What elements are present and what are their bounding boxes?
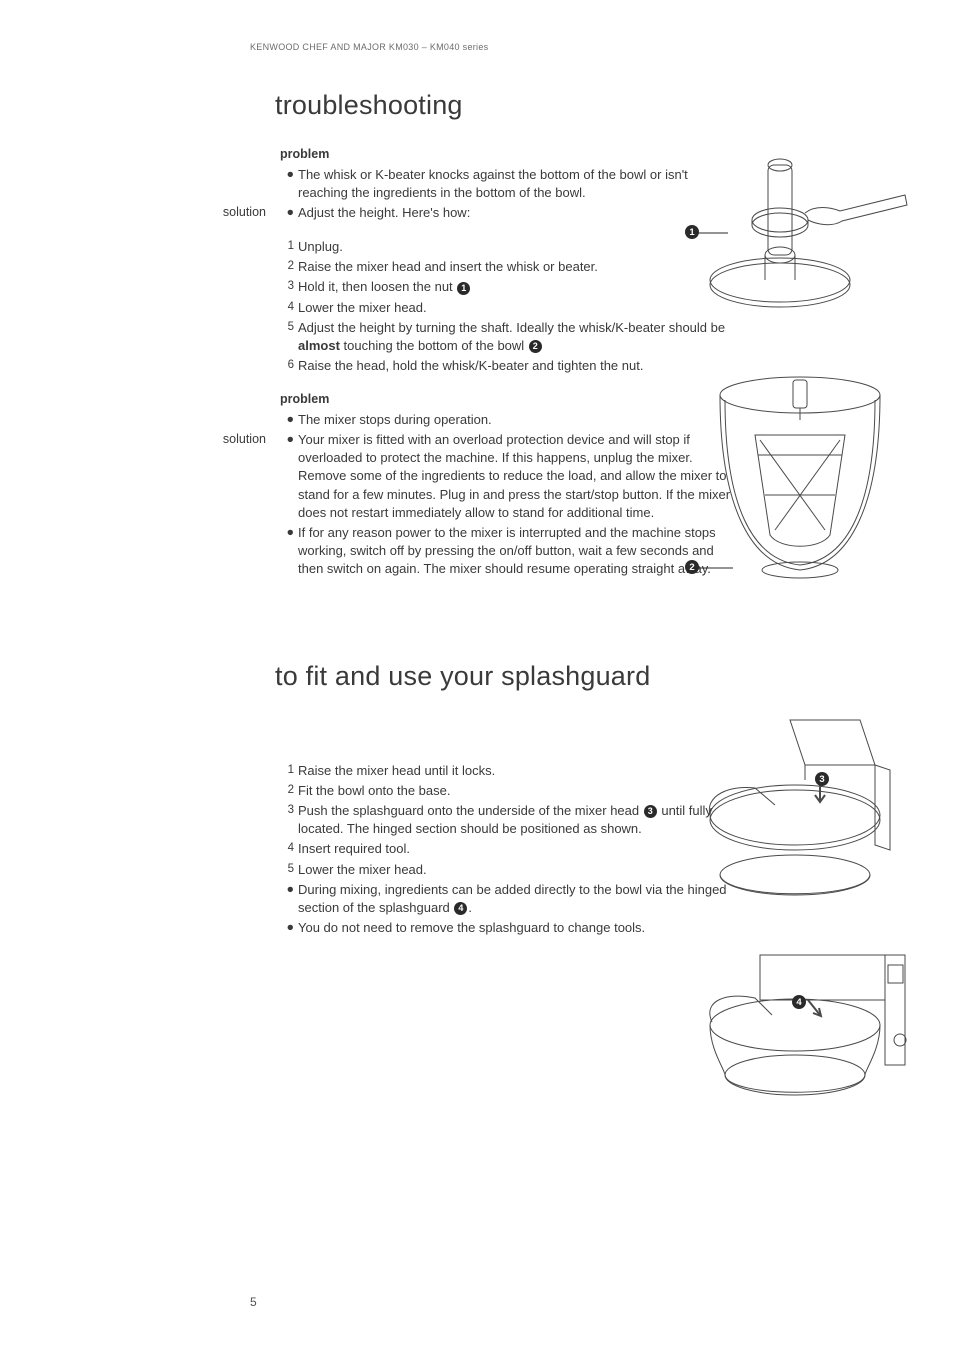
figure-illustration: [700, 365, 910, 585]
callout-icon: 3: [644, 805, 657, 818]
step: 1Unplug.: [280, 238, 740, 256]
bullet-icon: ●: [280, 431, 294, 449]
bullet-icon: ●: [280, 411, 294, 429]
figure-1-nut: 1: [700, 125, 910, 325]
note: ●You do not need to remove the splashgua…: [280, 919, 740, 937]
page-number: 5: [250, 1295, 257, 1309]
figure-callout: 2: [685, 560, 699, 574]
solution-text: ● Your mixer is fitted with an overload …: [280, 431, 740, 522]
callout-icon: 4: [454, 902, 467, 915]
problem-heading: problem: [280, 146, 740, 164]
step: 3Push the splashguard onto the underside…: [280, 802, 740, 838]
step: 2Fit the bowl onto the base.: [280, 782, 740, 800]
problem-heading: problem: [280, 391, 740, 409]
step: 5Adjust the height by turning the shaft.…: [280, 319, 740, 355]
step: 5Lower the mixer head.: [280, 861, 740, 879]
leader-line-icon: [698, 564, 733, 572]
figure-3-splashguard-fit: 3: [700, 710, 910, 910]
figure-illustration: [700, 710, 910, 910]
figure-callout: 1: [685, 225, 699, 239]
bullet-icon: ●: [280, 204, 294, 222]
bullet-icon: ●: [280, 166, 294, 184]
figure-illustration: [700, 125, 910, 325]
figure-illustration: [700, 940, 910, 1120]
step: 4Lower the mixer head.: [280, 299, 740, 317]
section-title-troubleshooting: troubleshooting: [275, 90, 904, 121]
leader-line-icon: [698, 229, 728, 237]
step: 1Raise the mixer head until it locks.: [280, 762, 740, 780]
solution-intro: ● Adjust the height. Here's how:: [280, 204, 740, 222]
bullet-icon: ●: [280, 524, 294, 542]
bullet-icon: ●: [280, 881, 294, 899]
step: 2Raise the mixer head and insert the whi…: [280, 258, 740, 276]
solution-text: ● If for any reason power to the mixer i…: [280, 524, 740, 579]
problem-text: ● The mixer stops during operation.: [280, 411, 740, 429]
note: ●During mixing, ingredients can be added…: [280, 881, 740, 917]
step: 6Raise the head, hold the whisk/K-beater…: [280, 357, 740, 375]
figure-2-bowl: 2: [700, 365, 910, 585]
section-title-splashguard: to fit and use your splashguard: [275, 661, 904, 692]
figure-4-splashguard-use: 4: [700, 940, 910, 1120]
figure-callout: 4: [792, 995, 806, 1009]
running-header: KENWOOD CHEF AND MAJOR KM030 – KM040 ser…: [250, 42, 904, 52]
callout-icon: 2: [529, 340, 542, 353]
solution-label: solution: [200, 204, 270, 224]
bullet-icon: ●: [280, 919, 294, 937]
problem-text: ● The whisk or K-beater knocks against t…: [280, 166, 740, 202]
callout-icon: 1: [457, 282, 470, 295]
figure-callout: 3: [815, 772, 829, 786]
solution-label: solution: [200, 431, 270, 581]
step: 3Hold it, then loosen the nut 1: [280, 278, 740, 296]
step: 4Insert required tool.: [280, 840, 740, 858]
